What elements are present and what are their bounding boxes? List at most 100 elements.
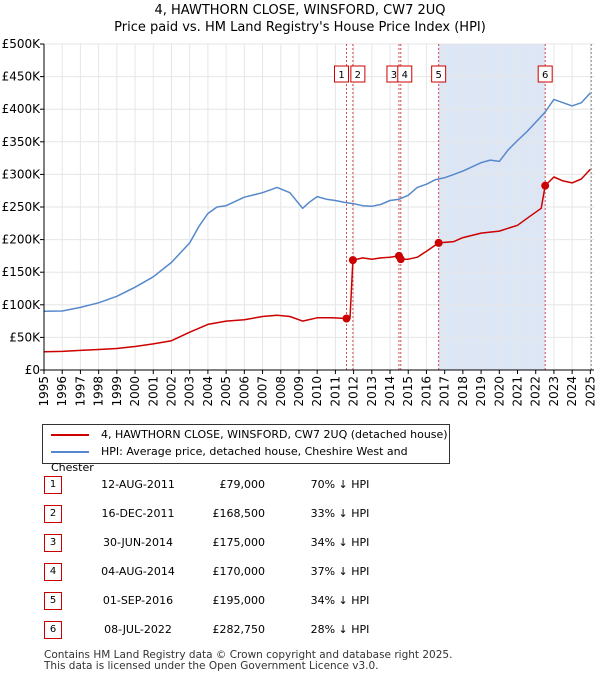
- sale-label-text: 2: [355, 70, 361, 81]
- table-row: 6 08-JUL-2022 £282,750 28% ↓ HPI: [40, 615, 440, 641]
- x-tick-label: 2009: [292, 376, 306, 407]
- sale-date: 01-SEP-2016: [102, 594, 174, 607]
- table-row: 3 30-JUN-2014 £175,000 34% ↓ HPI: [40, 528, 440, 554]
- sale-price: £282,750: [212, 623, 266, 636]
- sale-number-badge: 1: [44, 476, 62, 494]
- x-tick-label: 2024: [565, 376, 579, 407]
- table-row: 5 01-SEP-2016 £195,000 34% ↓ HPI: [40, 586, 440, 612]
- x-tick-label: 2020: [492, 376, 506, 407]
- x-tick-label: 2025: [583, 376, 597, 407]
- x-tick-label: 2012: [347, 376, 361, 407]
- x-tick-label: 2021: [511, 376, 525, 407]
- x-tick-label: 2017: [438, 376, 452, 407]
- sale-label-text: 1: [338, 70, 344, 81]
- sale-number-badge: 2: [44, 505, 62, 523]
- sale-label-text: 6: [542, 70, 548, 81]
- y-tick-label: £400K: [2, 102, 42, 116]
- x-tick-label: 2014: [383, 376, 397, 407]
- x-tick-label: 2000: [128, 376, 142, 407]
- x-tick-label: 2006: [237, 376, 251, 407]
- price-paid-line: [43, 168, 591, 353]
- chart-title: 4, HAWTHORN CLOSE, WINSFORD, CW7 2UQ Pri…: [0, 2, 600, 36]
- sale-price: £79,000: [219, 478, 266, 491]
- sale-point: [541, 181, 550, 190]
- sale-point: [342, 314, 351, 323]
- y-tick-label: £50K: [9, 330, 41, 344]
- x-tick-label: 2019: [474, 376, 488, 407]
- x-tick-label: 2011: [328, 376, 342, 407]
- title-line-1: 4, HAWTHORN CLOSE, WINSFORD, CW7 2UQ: [154, 3, 446, 18]
- sale-price: £175,000: [212, 536, 266, 549]
- sale-label-text: 4: [402, 70, 408, 81]
- sale-number-badge: 3: [44, 534, 62, 552]
- x-tick-label: 2002: [164, 376, 178, 407]
- sale-hpi-diff: 70% ↓ HPI: [310, 478, 370, 491]
- table-row: 1 12-AUG-2011 £79,000 70% ↓ HPI: [40, 470, 440, 496]
- sale-label-box: [334, 65, 349, 83]
- sale-hpi-diff: 33% ↓ HPI: [310, 507, 370, 520]
- x-tick-label: 1995: [37, 376, 51, 407]
- sale-label-text: 3: [391, 70, 397, 81]
- legend: 4, HAWTHORN CLOSE, WINSFORD, CW7 2UQ (de…: [42, 424, 450, 474]
- y-tick-label: £500K: [2, 37, 42, 51]
- x-tick-label: 2005: [219, 376, 233, 407]
- y-tick-label: £250K: [2, 200, 42, 214]
- sale-point: [434, 238, 443, 247]
- y-tick-label: £0: [25, 363, 40, 377]
- x-tick-label: 2016: [419, 376, 433, 407]
- x-tick-label: 2018: [456, 376, 470, 407]
- footer-line-2: This data is licensed under the Open Gov…: [44, 660, 379, 672]
- sale-hpi-diff: 34% ↓ HPI: [310, 594, 370, 607]
- x-tick-label: 1996: [55, 376, 69, 407]
- legend-swatch-hpi: [51, 451, 89, 453]
- y-tick-label: £450K: [2, 70, 42, 84]
- table-row: 4 04-AUG-2014 £170,000 37% ↓ HPI: [40, 557, 440, 583]
- x-tick-label: 1999: [110, 376, 124, 407]
- sale-date: 16-DEC-2011: [101, 507, 175, 520]
- sale-date: 08-JUL-2022: [104, 623, 172, 636]
- sale-price: £195,000: [212, 594, 266, 607]
- sale-label-box: [350, 65, 366, 83]
- y-tick-label: £300K: [2, 167, 42, 181]
- sale-number-badge: 4: [44, 563, 62, 581]
- x-tick-label: 2023: [547, 376, 561, 407]
- sale-label-text: 5: [435, 70, 441, 81]
- y-tick-label: £200K: [2, 233, 42, 247]
- legend-swatch-price-paid: [51, 434, 89, 436]
- sale-point: [348, 256, 357, 265]
- x-tick-label: 1997: [73, 376, 87, 407]
- x-tick-label: 1998: [92, 376, 106, 407]
- y-tick-label: £100K: [2, 298, 42, 312]
- sale-number-badge: 5: [44, 592, 62, 610]
- y-tick-label: £150K: [2, 265, 42, 279]
- sale-label-box: [537, 65, 553, 83]
- legend-label-price-paid: 4, HAWTHORN CLOSE, WINSFORD, CW7 2UQ (de…: [101, 428, 448, 441]
- sale-price: £170,000: [212, 565, 266, 578]
- y-tick-label: £350K: [2, 135, 42, 149]
- sale-number-badge: 6: [44, 621, 62, 639]
- x-tick-label: 2013: [365, 376, 379, 407]
- table-row: 2 16-DEC-2011 £168,500 33% ↓ HPI: [40, 499, 440, 525]
- title-line-2: Price paid vs. HM Land Registry's House …: [114, 20, 486, 35]
- sale-label-box: [397, 65, 413, 83]
- sale-date: 12-AUG-2011: [101, 478, 175, 491]
- x-tick-label: 2001: [146, 376, 160, 407]
- x-tick-label: 2003: [183, 376, 197, 407]
- x-tick-label: 2007: [256, 376, 270, 407]
- footer-line-1: Contains HM Land Registry data © Crown c…: [44, 649, 453, 661]
- sale-hpi-diff: 34% ↓ HPI: [310, 536, 370, 549]
- sale-hpi-diff: 37% ↓ HPI: [310, 565, 370, 578]
- x-tick-label: 2004: [201, 376, 215, 407]
- legend-item-hpi: HPI: Average price, detached house, Ches…: [51, 444, 449, 474]
- sale-price: £168,500: [212, 507, 266, 520]
- sale-point: [396, 255, 405, 264]
- x-tick-label: 2022: [529, 376, 543, 407]
- sale-date: 04-AUG-2014: [101, 565, 175, 578]
- sale-date: 30-JUN-2014: [102, 536, 174, 549]
- legend-label-hpi: HPI: Average price, detached house, Ches…: [51, 445, 408, 474]
- sale-label-box: [431, 65, 447, 83]
- footer-attribution: Contains HM Land Registry data © Crown c…: [44, 650, 452, 672]
- x-tick-label: 2008: [274, 376, 288, 407]
- hpi-line: [43, 92, 591, 313]
